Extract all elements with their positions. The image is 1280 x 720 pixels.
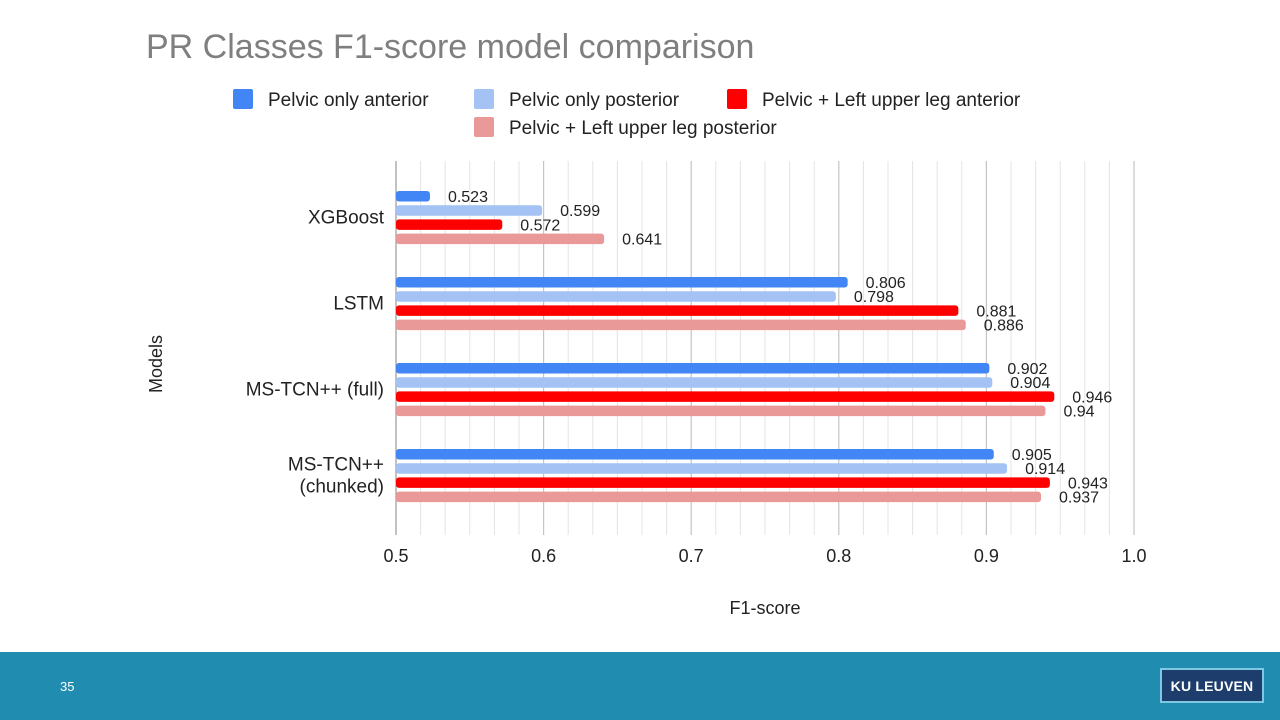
bar-value-label: 0.94: [1063, 404, 1094, 421]
x-tick-label: 0.6: [531, 546, 556, 566]
footer-band: 35 KU LEUVEN: [0, 652, 1280, 720]
bar-value-label: 0.946: [1072, 389, 1112, 406]
x-tick-label: 0.8: [826, 546, 851, 566]
bar: [396, 391, 1055, 402]
x-tick-label: 0.7: [679, 546, 704, 566]
bar: [396, 277, 848, 288]
category-label: MS-TCN++ (full): [246, 380, 384, 401]
category-label: LSTM: [333, 294, 384, 315]
bar: [396, 463, 1008, 474]
bar: [396, 319, 966, 331]
bar: [396, 205, 543, 216]
bar: [396, 233, 605, 245]
category-label: (chunked): [300, 477, 385, 498]
bar: [396, 405, 1046, 417]
bar-value-label: 0.881: [976, 303, 1016, 320]
bar: [396, 363, 990, 374]
bar: [396, 219, 503, 230]
bar-value-label: 0.886: [984, 318, 1024, 335]
legend-swatch: [474, 89, 494, 109]
bar-value-label: 0.943: [1068, 475, 1108, 492]
bar-value-label: 0.904: [1010, 375, 1050, 392]
page-number: 35: [60, 679, 75, 694]
bar-value-label: 0.641: [622, 232, 662, 249]
bar: [396, 191, 430, 202]
slide-title: PR Classes F1-score model comparison: [146, 28, 755, 66]
bar-value-label: 0.914: [1025, 461, 1065, 478]
y-axis-title: Models: [146, 335, 166, 393]
bar: [396, 305, 959, 316]
bar-value-label: 0.599: [560, 203, 600, 220]
legend-label: Pelvic + Left upper leg posterior: [509, 118, 777, 139]
legend-label: Pelvic only anterior: [268, 90, 429, 111]
bar-value-label: 0.902: [1007, 361, 1047, 378]
x-tick-label: 0.5: [383, 546, 408, 566]
x-tick-label: 1.0: [1121, 546, 1146, 566]
bar-value-label: 0.523: [448, 189, 488, 206]
category-label: XGBoost: [308, 208, 385, 229]
f1-score-bar-chart: 0.5 0.6 0.7 0.8 0.9 1.0 F1-score Models XGBoost 0…: [146, 89, 1147, 618]
legend-label: Pelvic only posterior: [509, 90, 680, 111]
bar: [396, 291, 836, 302]
bar: [396, 377, 993, 388]
x-tick-label: 0.9: [974, 546, 999, 566]
bar-value-label: 0.806: [866, 275, 906, 292]
bar: [396, 449, 994, 460]
legend-swatch: [233, 89, 253, 109]
legend-label: Pelvic + Left upper leg anterior: [762, 90, 1021, 111]
bar: [396, 491, 1042, 503]
bar-value-label: 0.905: [1012, 447, 1052, 464]
bar-value-label: 0.798: [854, 289, 894, 306]
bar-value-label: 0.937: [1059, 490, 1099, 507]
legend-swatch: [727, 89, 747, 109]
bar: [396, 477, 1050, 488]
ku-leuven-logo: KU LEUVEN: [1160, 668, 1264, 703]
category-label: MS-TCN++: [288, 455, 384, 476]
x-axis-title: F1-score: [729, 598, 800, 618]
bar-value-label: 0.572: [520, 217, 560, 234]
legend-swatch: [474, 117, 494, 137]
